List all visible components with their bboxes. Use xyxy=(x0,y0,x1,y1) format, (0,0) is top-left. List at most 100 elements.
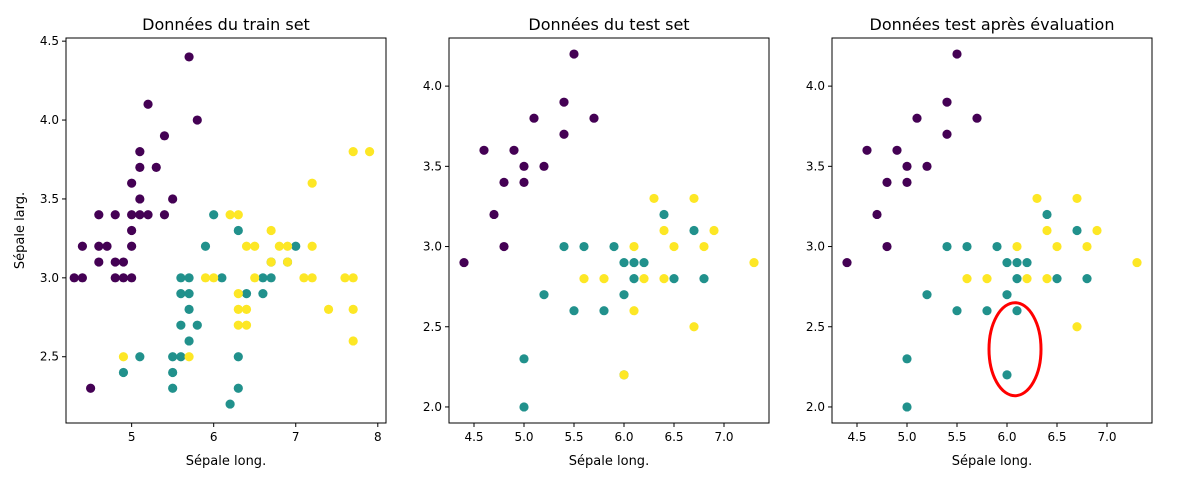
data-point xyxy=(307,241,317,251)
data-point xyxy=(184,352,194,362)
data-point xyxy=(962,274,972,284)
chart-title: Données du train set xyxy=(142,15,310,34)
data-point xyxy=(1072,193,1082,204)
data-point xyxy=(209,210,219,220)
data-point xyxy=(1022,257,1032,268)
chart-panel-2: 4.5 5.0 5.5 6.0 6.5 7.0 2.0 2.5 3.0 3.5 4.0 Données… xyxy=(423,15,770,469)
data-point xyxy=(629,241,639,252)
data-point xyxy=(250,273,260,283)
axes-frame xyxy=(65,37,387,424)
data-point xyxy=(233,304,243,314)
data-point xyxy=(569,306,579,316)
data-point xyxy=(127,178,137,188)
data-point xyxy=(307,178,317,188)
data-point xyxy=(539,161,549,171)
data-point xyxy=(579,241,589,252)
scatter-points xyxy=(459,49,759,412)
data-point xyxy=(241,241,252,251)
data-point xyxy=(529,113,539,123)
data-point xyxy=(649,193,659,204)
data-point xyxy=(69,273,79,283)
x-tick-label: 6.0 xyxy=(614,430,633,444)
data-point xyxy=(241,320,252,330)
data-point xyxy=(1012,306,1022,316)
data-point xyxy=(135,352,145,362)
data-point xyxy=(274,241,284,251)
data-point xyxy=(619,290,629,300)
x-tick-label: 5 xyxy=(128,430,136,444)
data-point xyxy=(699,241,709,252)
data-point xyxy=(499,177,509,187)
data-point xyxy=(912,113,922,123)
x-tick-label: 7.0 xyxy=(1097,430,1116,444)
data-point xyxy=(629,306,639,316)
data-point xyxy=(168,383,178,393)
data-point xyxy=(77,241,88,251)
x-tick-label: 5.0 xyxy=(514,430,533,444)
data-point xyxy=(619,257,629,268)
data-point xyxy=(135,210,145,220)
data-point xyxy=(629,257,639,268)
data-point xyxy=(882,241,892,252)
data-point xyxy=(307,273,317,283)
data-point xyxy=(992,241,1002,252)
data-point xyxy=(176,289,186,299)
data-point xyxy=(872,209,882,220)
data-point xyxy=(233,320,243,330)
data-point xyxy=(922,290,932,300)
data-point xyxy=(982,274,992,284)
data-point xyxy=(659,209,669,220)
data-point xyxy=(509,145,519,155)
data-point xyxy=(127,273,137,283)
data-point xyxy=(225,399,235,409)
data-point xyxy=(902,402,912,412)
y-tick-label: 4.0 xyxy=(40,113,59,127)
data-point xyxy=(1072,322,1082,332)
data-point xyxy=(233,210,243,220)
data-point xyxy=(266,257,276,267)
data-point xyxy=(258,273,268,283)
y-tick-label: 3.5 xyxy=(423,159,442,173)
data-point xyxy=(902,161,912,171)
data-point xyxy=(699,274,709,284)
y-tick-label: 3.0 xyxy=(423,240,442,254)
x-axis-label: Sépale long. xyxy=(569,454,649,469)
scatter-points xyxy=(69,52,375,409)
data-point xyxy=(291,241,301,251)
x-tick-label: 6.5 xyxy=(1047,430,1066,444)
data-point xyxy=(942,97,952,107)
data-point xyxy=(942,241,952,252)
data-point xyxy=(110,273,120,283)
data-point xyxy=(118,273,129,283)
data-point xyxy=(258,289,268,299)
data-point xyxy=(862,145,872,155)
x-tick-label: 6.0 xyxy=(997,430,1016,444)
data-point xyxy=(192,320,202,330)
y-tick-label: 2.0 xyxy=(806,400,825,414)
data-point xyxy=(282,257,293,267)
data-point xyxy=(1002,257,1012,268)
x-tick-label: 5.5 xyxy=(564,430,583,444)
data-point xyxy=(569,49,579,59)
data-point xyxy=(340,273,350,283)
x-axis-label: Sépale long. xyxy=(186,454,266,469)
y-tick-label: 4.0 xyxy=(423,79,442,93)
data-point xyxy=(176,273,186,283)
data-point xyxy=(118,367,129,378)
y-tick-label: 2.0 xyxy=(423,400,442,414)
data-point xyxy=(619,370,629,380)
data-point xyxy=(1002,370,1012,380)
data-point xyxy=(233,289,243,299)
y-tick-label: 3.5 xyxy=(40,192,59,206)
data-point xyxy=(1012,241,1022,252)
data-point xyxy=(1002,290,1012,300)
data-point xyxy=(459,257,469,268)
x-tick-label: 6 xyxy=(210,430,218,444)
data-point xyxy=(962,241,972,252)
data-point xyxy=(77,273,88,283)
data-point xyxy=(972,113,982,123)
data-point xyxy=(143,99,153,109)
data-point xyxy=(127,210,137,220)
data-point xyxy=(842,257,852,268)
data-point xyxy=(364,147,375,157)
